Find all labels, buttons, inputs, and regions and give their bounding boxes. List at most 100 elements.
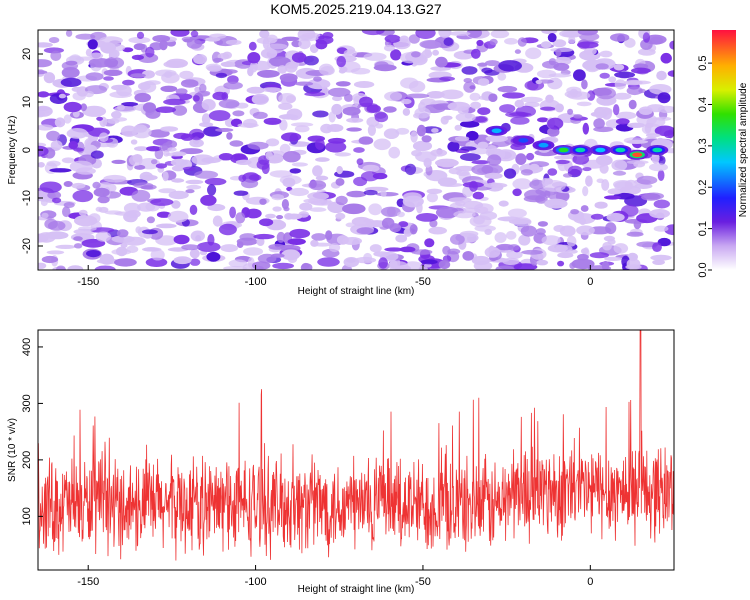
heatmap-cell xyxy=(107,118,120,124)
colorbar-tick-label: 0.0 xyxy=(697,262,709,277)
heatmap-cell xyxy=(50,50,62,61)
heatmap-cell xyxy=(171,178,185,183)
heatmap-cell xyxy=(84,90,94,98)
heatmap-cell xyxy=(477,141,489,149)
heatmap-cell xyxy=(278,102,293,110)
heatmap-cell xyxy=(263,117,282,125)
heatmap-cell xyxy=(99,253,115,265)
heatmap-cell xyxy=(325,230,333,241)
heatmap-cell xyxy=(172,105,188,116)
heatmap-cell xyxy=(484,69,500,76)
heatmap-cell xyxy=(265,213,276,219)
heatmap-cell xyxy=(257,69,280,78)
colorbar-tick-label: 0.1 xyxy=(697,221,709,236)
heatmap-cell xyxy=(145,46,155,58)
heatmap-cell xyxy=(41,255,59,264)
heatmap-cell xyxy=(461,66,478,75)
heatmap-cell xyxy=(649,163,668,172)
heatmap-x-label: Height of straight line (km) xyxy=(298,286,415,297)
heatmap-cell xyxy=(514,99,525,108)
heatmap-cell xyxy=(205,37,221,42)
y-tick-label: 10 xyxy=(21,96,33,108)
heatmap-cell xyxy=(73,147,84,152)
colorbar-tick-label: 0.2 xyxy=(697,180,709,195)
heatmap-cell xyxy=(605,222,617,235)
heatmap-cell xyxy=(450,234,465,245)
heatmap-cell xyxy=(369,244,382,253)
heatmap-cell xyxy=(559,225,576,237)
heatmap-cell xyxy=(190,230,205,242)
heatmap-cell xyxy=(325,141,347,153)
heatmap-cell xyxy=(584,47,597,56)
x-tick-label: -50 xyxy=(415,576,431,588)
heatmap-cell xyxy=(256,237,265,247)
heatmap-cell xyxy=(428,226,448,235)
heatmap-cell xyxy=(437,177,457,187)
heatmap-cell xyxy=(443,115,453,121)
heatmap-cell xyxy=(212,91,227,101)
heatmap-cell xyxy=(614,71,636,79)
heatmap-cell xyxy=(547,33,557,43)
heatmap-cell xyxy=(590,213,604,220)
heatmap-cell xyxy=(61,157,75,164)
heatmap-cell xyxy=(484,60,500,67)
heatmap-cell xyxy=(304,91,326,97)
heatmap-cell xyxy=(259,198,267,205)
heatmap-cell xyxy=(226,132,233,140)
heatmap-cell xyxy=(277,65,288,74)
heatmap-cell xyxy=(504,38,518,45)
heatmap-cell xyxy=(631,67,651,74)
heatmap-cell xyxy=(353,81,375,88)
heatmap-cell xyxy=(399,246,416,253)
heatmap-cell xyxy=(131,54,144,61)
heatmap-cell xyxy=(175,88,188,95)
heatmap-cell xyxy=(589,252,610,259)
heatmap-cell xyxy=(201,157,221,164)
x-tick-label: -50 xyxy=(415,276,431,288)
heatmap-cell xyxy=(82,105,107,117)
y-tick-label: 20 xyxy=(21,48,33,60)
heatmap-cell xyxy=(78,226,97,232)
heatmap-cell xyxy=(218,69,238,74)
heatmap-cell xyxy=(199,122,214,128)
heatmap-cell xyxy=(207,184,217,196)
heatmap-cell xyxy=(154,148,164,160)
heatmap-cell xyxy=(356,227,374,235)
heatmap-cell xyxy=(122,47,134,53)
heatmap-cell xyxy=(151,159,158,165)
heatmap-cell xyxy=(447,101,471,111)
heatmap-cell xyxy=(86,250,101,258)
heatmap-cell xyxy=(412,140,433,152)
heatmap-cell xyxy=(189,138,204,148)
heatmap-cell xyxy=(462,181,484,188)
heatmap-cell xyxy=(438,260,451,270)
heatmap-cell xyxy=(89,52,104,60)
heatmap-x-ticks: -150 -100 -50 0 xyxy=(77,265,593,288)
heatmap-cell xyxy=(572,153,590,165)
heatmap-panel: -150 -100 -50 0 20 10 0 -10 -20 Height of strai… xyxy=(7,29,675,297)
heatmap-cell xyxy=(497,85,518,93)
heatmap-cell xyxy=(537,117,549,123)
heatmap-cell xyxy=(380,190,387,197)
heatmap-cell xyxy=(472,191,484,200)
heatmap-cell xyxy=(384,91,403,102)
heatmap-cell xyxy=(103,174,127,183)
colorbar-tick-label: 0.4 xyxy=(697,97,709,112)
heatmap-cell xyxy=(317,257,340,267)
heatmap-cell xyxy=(180,79,199,88)
heatmap-cell xyxy=(494,232,507,243)
heatmap-cell xyxy=(168,190,189,200)
y-tick-label: 100 xyxy=(21,507,33,525)
heatmap-cell xyxy=(645,133,661,138)
heatmap-cell xyxy=(291,162,308,167)
heatmap-cell xyxy=(580,205,589,212)
heatmap-cell xyxy=(335,195,348,206)
heatmap-cell xyxy=(146,216,155,224)
heatmap-cell xyxy=(294,125,310,133)
heatmap-cell xyxy=(72,190,94,203)
heatmap-cell xyxy=(615,118,630,125)
heatmap-cell xyxy=(279,73,298,83)
heatmap-cell xyxy=(359,96,373,108)
heatmap-cell xyxy=(590,111,602,117)
heatmap-cell xyxy=(573,69,586,82)
